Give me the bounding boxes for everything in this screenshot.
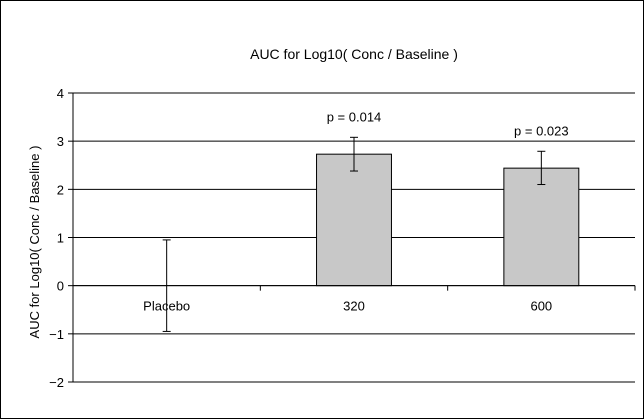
y-tick-label: −1 bbox=[49, 327, 64, 342]
data-annotation: p = 0.014 bbox=[327, 109, 382, 124]
x-tick-label: Placebo bbox=[143, 299, 190, 314]
y-tick-label: 0 bbox=[57, 279, 64, 294]
y-tick-label: 3 bbox=[57, 134, 64, 149]
x-tick-label: 600 bbox=[530, 299, 552, 314]
bars bbox=[162, 136, 580, 332]
y-tick-label: 2 bbox=[57, 182, 64, 197]
chart-title: AUC for Log10( Conc / Baseline ) bbox=[250, 46, 458, 62]
y-axis-label: AUC for Log10( Conc / Baseline ) bbox=[27, 146, 42, 339]
y-tick-label: −2 bbox=[49, 375, 64, 390]
axes bbox=[68, 92, 636, 383]
y-tick-label: 1 bbox=[57, 231, 64, 246]
labels: 4 3 2 1 0 −1 −2 Placebo 320 p = 0.014 600 p = 0.023 bbox=[49, 86, 568, 390]
bar bbox=[316, 153, 392, 287]
bar bbox=[503, 167, 580, 287]
data-annotation: p = 0.023 bbox=[514, 123, 569, 138]
y-tick-label: 4 bbox=[57, 86, 64, 101]
x-tick-label: 320 bbox=[343, 299, 365, 314]
